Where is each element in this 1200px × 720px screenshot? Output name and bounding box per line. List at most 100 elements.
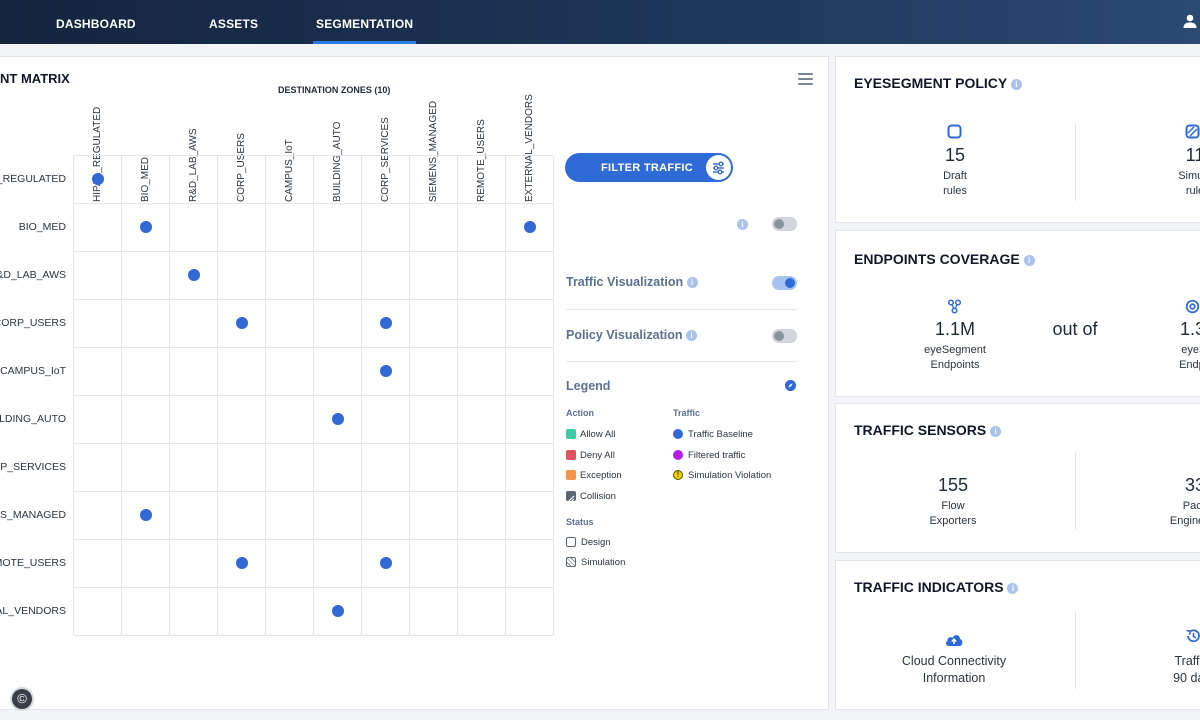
tab-assets[interactable]: ASSETS <box>209 17 259 31</box>
traffic-dot[interactable] <box>332 605 344 617</box>
traffic-visualization-toggle[interactable] <box>772 276 797 290</box>
network-nodes-icon <box>947 299 962 314</box>
filter-info-icon[interactable]: i <box>737 219 748 230</box>
grid-row-line <box>74 539 554 540</box>
row-label: ORP_SERVICES <box>0 461 66 473</box>
traffic-dot[interactable] <box>140 221 152 233</box>
total-endpoints-label-1: eyeSi <box>1181 344 1200 356</box>
total-endpoints-label-2: Endpo <box>1179 359 1200 371</box>
divider <box>1075 123 1076 201</box>
row-label: CORP_USERS <box>0 317 66 329</box>
legend-status-heading: Status <box>566 517 594 527</box>
grid-row-line <box>74 587 554 588</box>
grid-row-line <box>74 443 554 444</box>
design-swatch <box>566 537 576 547</box>
row-label: &D_LAB_AWS <box>0 269 66 281</box>
packet-engine-count: 33 <box>1184 475 1200 495</box>
action-swatch <box>566 490 576 502</box>
traffic-dot[interactable] <box>380 557 392 569</box>
traffic-visualization-label: Traffic Visualization i <box>566 275 698 289</box>
packet-engine-label-1: Pack <box>1182 500 1200 512</box>
simulation-rules-metric: 11 Simula rule <box>1136 145 1200 199</box>
divider <box>1075 611 1076 689</box>
tab-segmentation[interactable]: SEGMENTATION <box>312 0 417 44</box>
grid-row-line <box>74 299 554 300</box>
total-endpoints-count: 1.3I <box>1179 319 1200 339</box>
info-icon[interactable]: i <box>1007 582 1019 594</box>
traffic-dot[interactable] <box>524 221 536 233</box>
legend-status-simulation: Simulation <box>581 557 626 568</box>
simulation-swatch <box>566 557 576 567</box>
grid-column-line <box>313 156 314 636</box>
out-of-label: out of <box>1052 319 1098 339</box>
info-icon[interactable]: i <box>1010 78 1022 90</box>
grid-column-line <box>121 156 122 636</box>
compass-icon[interactable] <box>785 380 796 391</box>
row-label: ILDING_AUTO <box>0 413 66 425</box>
tab-dashboard[interactable]: DASHBOARD <box>56 17 136 31</box>
divider <box>1075 452 1076 530</box>
info-icon[interactable]: i <box>686 277 698 289</box>
traffic-indicators-card: TRAFFIC INDICATORS i Cloud Connectivity … <box>835 560 1200 710</box>
row-label: _REGULATED <box>0 173 66 185</box>
eyesegment-policy-card: EYESEGMENT POLICY i 15 Draft rules 11 Si… <box>835 56 1200 223</box>
endpoints-coverage-card: ENDPOINTS COVERAGE i 1.1M eyeSegment End… <box>835 230 1200 397</box>
grid-column-line <box>217 156 218 636</box>
legend-action-label: Deny All <box>580 449 615 461</box>
action-swatch <box>566 449 576 460</box>
filter-traffic-button[interactable]: FILTER TRAFFIC <box>565 153 733 182</box>
flow-exporters-count: 155 <box>937 475 969 495</box>
draft-rules-label-2: rules <box>943 185 967 197</box>
legend-traffic-label: Filtered traffic <box>688 449 746 461</box>
legend-action-heading: Action <box>566 408 594 418</box>
eyesegment-endpoints-label-2: Endpoints <box>930 359 980 371</box>
grid-column-line <box>553 156 554 636</box>
user-icon[interactable] <box>1182 13 1198 29</box>
traffic-dot[interactable] <box>380 317 392 329</box>
cloud-connectivity-label-2: Information <box>922 671 986 685</box>
card-title: TRAFFIC SENSORS i <box>854 422 1002 438</box>
legend-action-label: Allow All <box>580 429 616 440</box>
draft-rules-metric: 15 Draft rules <box>896 145 1014 199</box>
packet-engine-metric: 33 Pack Engine Ap <box>1136 475 1200 529</box>
card-title: ENDPOINTS COVERAGE i <box>854 251 1035 267</box>
destination-zones-title: DESTINATION ZONES (10) <box>278 85 391 95</box>
cloud-connectivity-label-1: Cloud Connectivity <box>901 654 1007 668</box>
cloud-connectivity-metric: Cloud Connectivity Information <box>874 653 1034 687</box>
traffic-dot[interactable] <box>188 269 200 281</box>
row-label: MOTE_USERS <box>0 557 66 569</box>
traffic-dot[interactable] <box>236 557 248 569</box>
grid-row-line <box>74 203 554 204</box>
action-swatch <box>566 470 576 480</box>
traffic-legend-marker: ! <box>673 470 683 480</box>
row-label: IS_MANAGED <box>0 509 66 521</box>
row-label: CAMPUS_IoT <box>0 365 66 377</box>
traffic-dot[interactable] <box>380 365 392 377</box>
grid-column-line <box>457 156 458 636</box>
info-icon[interactable]: i <box>1023 254 1035 266</box>
info-icon[interactable]: i <box>990 425 1002 437</box>
draft-rules-label-1: Draft <box>943 170 967 182</box>
draft-rules-count: 15 <box>944 145 966 165</box>
traffic-dot[interactable] <box>140 509 152 521</box>
total-endpoints-metric: 1.3I eyeSi Endpo <box>1136 319 1200 373</box>
policy-visualization-toggle[interactable] <box>772 329 797 343</box>
legend-action-label: Exception <box>580 470 622 481</box>
flow-exporters-label-2: Exporters <box>929 515 977 527</box>
history-icon <box>1186 629 1200 643</box>
card-title: EYESEGMENT POLICY i <box>854 75 1022 91</box>
simulation-rules-label-2: rule <box>1185 185 1200 197</box>
traffic-dot[interactable] <box>332 413 344 425</box>
eyesegment-endpoints-label-1: eyeSegment <box>924 344 986 356</box>
filter-toggle[interactable] <box>772 217 797 231</box>
grid-row-line <box>74 347 554 348</box>
info-icon[interactable]: i <box>685 330 697 342</box>
simulation-rules-label-1: Simula <box>1178 170 1200 182</box>
menu-icon[interactable] <box>798 73 813 85</box>
draft-rules-icon <box>947 124 962 139</box>
legend-traffic-label: Traffic Baseline <box>688 429 753 440</box>
grid-column-line <box>505 156 506 636</box>
traffic-dot[interactable] <box>92 173 104 185</box>
matrix-title: NT MATRIX <box>0 71 70 86</box>
traffic-dot[interactable] <box>236 317 248 329</box>
